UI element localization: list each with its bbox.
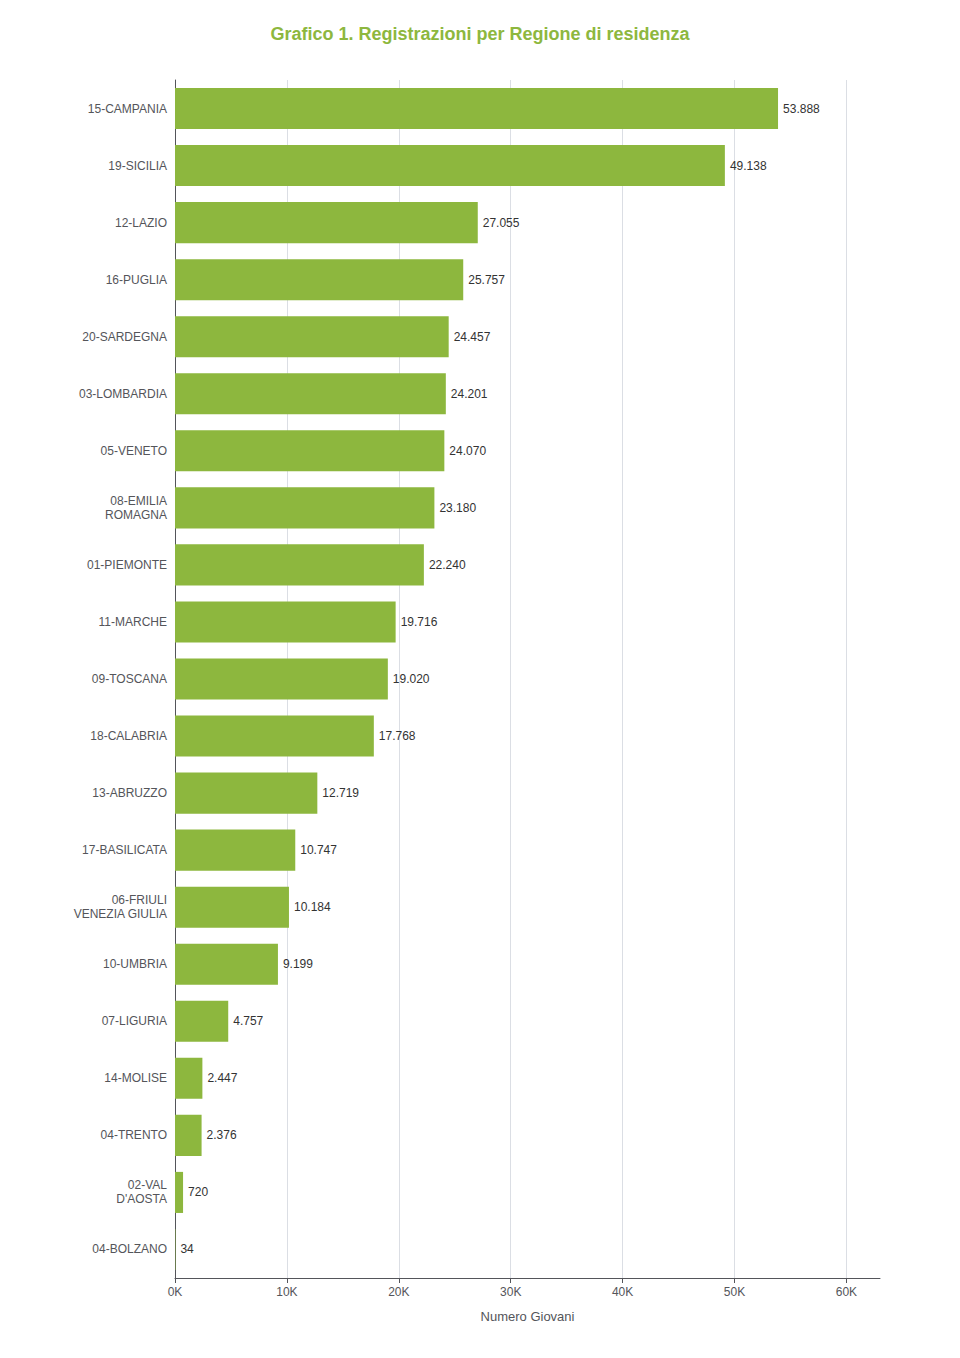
svg-text:Numero Giovani: Numero Giovani xyxy=(481,1309,575,1324)
svg-text:03-LOMBARDIA: 03-LOMBARDIA xyxy=(79,387,167,401)
svg-text:09-TOSCANA: 09-TOSCANA xyxy=(92,672,167,686)
svg-text:24.070: 24.070 xyxy=(449,444,486,458)
svg-text:16-PUGLIA: 16-PUGLIA xyxy=(106,273,167,287)
svg-text:15-CAMPANIA: 15-CAMPANIA xyxy=(88,102,167,116)
svg-text:2.447: 2.447 xyxy=(207,1071,237,1085)
svg-text:D'AOSTA: D'AOSTA xyxy=(116,1192,167,1206)
svg-text:0K: 0K xyxy=(168,1285,183,1299)
svg-text:19-SICILIA: 19-SICILIA xyxy=(108,159,167,173)
svg-text:34: 34 xyxy=(180,1242,194,1256)
svg-text:08-EMILIA: 08-EMILIA xyxy=(110,494,167,508)
svg-text:60K: 60K xyxy=(836,1285,857,1299)
svg-text:27.055: 27.055 xyxy=(483,216,520,230)
svg-text:13-ABRUZZO: 13-ABRUZZO xyxy=(92,786,167,800)
svg-text:12-LAZIO: 12-LAZIO xyxy=(115,216,167,230)
svg-text:01-PIEMONTE: 01-PIEMONTE xyxy=(87,558,167,572)
svg-text:30K: 30K xyxy=(500,1285,521,1299)
svg-text:04-BOLZANO: 04-BOLZANO xyxy=(92,1242,167,1256)
svg-text:20-SARDEGNA: 20-SARDEGNA xyxy=(82,330,167,344)
svg-text:22.240: 22.240 xyxy=(429,558,466,572)
svg-text:ROMAGNA: ROMAGNA xyxy=(105,508,167,522)
svg-text:19.020: 19.020 xyxy=(393,672,430,686)
svg-text:2.376: 2.376 xyxy=(207,1128,237,1142)
svg-text:07-LIGURIA: 07-LIGURIA xyxy=(102,1014,167,1028)
svg-text:25.757: 25.757 xyxy=(468,273,505,287)
svg-text:24.457: 24.457 xyxy=(454,330,491,344)
svg-text:14-MOLISE: 14-MOLISE xyxy=(104,1071,167,1085)
svg-text:10.184: 10.184 xyxy=(294,900,331,914)
svg-text:10K: 10K xyxy=(276,1285,297,1299)
svg-text:02-VAL: 02-VAL xyxy=(128,1178,167,1192)
svg-text:19.716: 19.716 xyxy=(401,615,438,629)
svg-text:49.138: 49.138 xyxy=(730,159,767,173)
svg-text:17-BASILICATA: 17-BASILICATA xyxy=(82,843,167,857)
svg-text:53.888: 53.888 xyxy=(783,102,820,116)
svg-text:05-VENETO: 05-VENETO xyxy=(101,444,167,458)
svg-text:12.719: 12.719 xyxy=(322,786,359,800)
svg-text:17.768: 17.768 xyxy=(379,729,416,743)
svg-text:20K: 20K xyxy=(388,1285,409,1299)
svg-text:VENEZIA GIULIA: VENEZIA GIULIA xyxy=(74,907,167,921)
svg-text:11-MARCHE: 11-MARCHE xyxy=(99,615,167,629)
svg-text:Grafico 1. Registrazioni per R: Grafico 1. Registrazioni per Regione di … xyxy=(270,24,690,44)
svg-text:10-UMBRIA: 10-UMBRIA xyxy=(103,957,167,971)
svg-text:18-CALABRIA: 18-CALABRIA xyxy=(90,729,167,743)
svg-text:40K: 40K xyxy=(612,1285,633,1299)
svg-text:23.180: 23.180 xyxy=(439,501,476,515)
svg-text:9.199: 9.199 xyxy=(283,957,313,971)
svg-text:4.757: 4.757 xyxy=(233,1014,263,1028)
svg-text:10.747: 10.747 xyxy=(300,843,337,857)
svg-text:50K: 50K xyxy=(724,1285,745,1299)
svg-text:06-FRIULI: 06-FRIULI xyxy=(112,893,167,907)
svg-text:24.201: 24.201 xyxy=(451,387,488,401)
svg-text:04-TRENTO: 04-TRENTO xyxy=(101,1128,167,1142)
svg-text:720: 720 xyxy=(188,1185,208,1199)
